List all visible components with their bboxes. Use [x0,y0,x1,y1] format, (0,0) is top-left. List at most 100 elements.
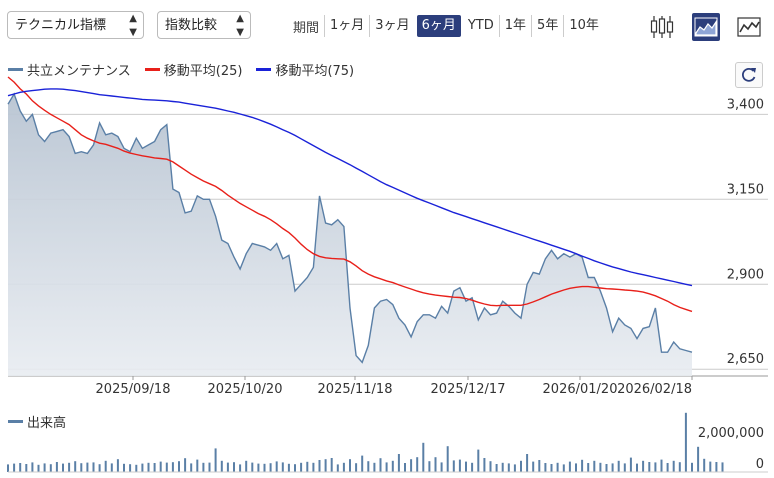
legend-item-ma25: 移動平均(25) [144,60,242,79]
volume-bar [379,458,382,472]
volume-bar [178,461,180,472]
volume-bar [599,462,602,472]
volume-bar [367,461,370,472]
period-1m[interactable]: 1ヶ月 [324,15,369,37]
volume-bar [269,463,272,472]
volume-bar [355,463,358,472]
volume-bar [672,460,675,472]
volume-bar [617,460,620,472]
volume-axis: 2,000,000 0 [8,426,768,473]
volume-legend: 出来高 [8,412,66,431]
period-10y[interactable]: 10年 [563,15,604,37]
period-3m[interactable]: 3ヶ月 [369,15,414,37]
legend-item-price: 共立メンテナンス [8,60,131,79]
volume-bar [190,463,193,472]
period-selector: 期間 1ヶ月 3ヶ月 6ヶ月 YTD 1年 5年 10年 [290,15,604,37]
volume-bar [477,449,480,472]
volume-bar [318,460,321,472]
chart-toolbar: テクニカル指標 ▲ ▼ 指数比較 ▲ ▼ 期間 1ヶ月 3ヶ月 6ヶ月 YTD 1年… [0,0,774,54]
volume-bar [80,463,83,472]
volume-bar [226,462,229,472]
volume-bar [7,464,9,472]
area-chart-icon[interactable] [692,13,720,41]
legend-item-ma75: 移動平均(75) [256,60,354,79]
volume-bar [245,460,248,472]
volume-tick-label: 2,000,000 [698,426,764,441]
select-arrows-icon: ▲ ▼ [236,13,244,38]
volume-bar [43,463,46,472]
volume-bar [422,442,425,472]
period-6m[interactable]: 6ヶ月 [416,15,461,37]
y-tick-label: 2,900 [727,267,764,282]
volume-bar [660,459,663,472]
volume-bar [129,464,132,472]
period-label: 期間 [293,20,320,36]
volume-bar [159,461,162,472]
ma75-line [7,88,693,287]
volume-bar [538,460,541,472]
x-tick-label: 2026/02/18 [617,382,692,397]
volume-bar [62,463,64,472]
volume-bar [233,462,235,472]
indicator-select[interactable]: テクニカル指標 ▲ ▼ [7,11,144,39]
line-chart-icon[interactable] [735,13,763,41]
volume-bar [483,458,486,472]
volume-bar [141,463,144,472]
volume-bar [721,462,724,472]
volume-bar [153,463,156,472]
volume-bar [550,464,553,472]
volume-bar [324,459,327,472]
volume-bar [587,463,590,472]
volume-bar [501,462,504,472]
volume-bar [666,463,669,472]
volume-bar [715,462,718,472]
volume-bar [526,454,529,472]
period-1y[interactable]: 1年 [498,15,531,37]
volume-bar [623,463,626,472]
volume-bar [471,462,474,472]
volume-bar [31,462,34,472]
volume-bar [629,457,632,472]
volume-bar [49,464,52,472]
volume-bar [287,463,290,472]
volume-bar [123,463,125,472]
candlestick-icon[interactable] [648,13,676,41]
volume-bar [239,464,242,472]
period-5y[interactable]: 5年 [531,15,563,37]
volume-bar [342,462,345,472]
legend-swatch [256,68,272,71]
y-tick-label: 3,400 [727,97,764,112]
volume-bar [300,462,303,472]
volume-bar [397,454,400,472]
volume-bar [520,460,522,472]
compare-select[interactable]: 指数比較 ▲ ▼ [157,11,251,39]
volume-bar [410,459,413,472]
volume-bar [452,460,455,472]
refresh-button[interactable] [735,62,763,88]
volume-bar [281,462,284,472]
price-area [8,94,692,376]
volume-bar [684,412,687,472]
volume-bar [336,464,339,472]
volume-bar [202,462,205,472]
volume-bar [404,463,406,472]
volume-bar [19,463,22,472]
volume-bar [55,462,58,472]
ma25-line [7,76,693,313]
y-axis: 3,400 3,150 2,900 2,650 [727,97,764,367]
period-ytd[interactable]: YTD [467,18,494,33]
volume-bar [428,461,431,472]
volume-bar [678,462,681,472]
volume-bar [691,462,693,472]
volume-bar [135,464,138,472]
volume-bar [263,463,266,472]
volume-bar [697,446,700,472]
volume-bar [68,462,71,472]
volume-bar [532,461,535,472]
volume-bar [489,461,492,472]
volume-bar [37,464,40,472]
volume-bar [13,463,16,472]
volume-bar [593,460,596,472]
volume-bar [556,462,559,472]
volume-bar [544,463,547,472]
